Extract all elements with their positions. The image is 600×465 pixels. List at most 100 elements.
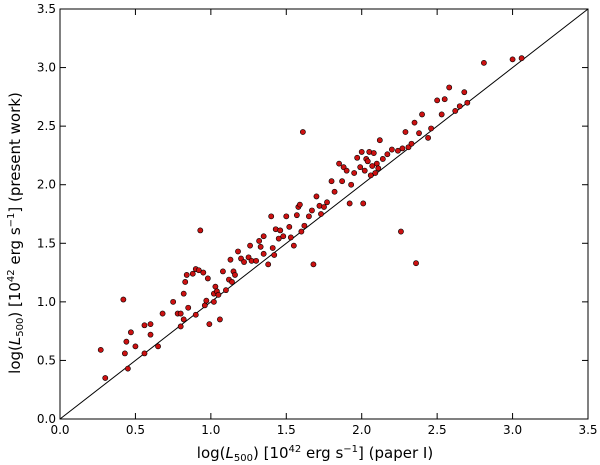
y-tick-label: 3.0: [37, 61, 56, 75]
data-points: [97, 55, 525, 381]
data-point: [147, 331, 154, 338]
y-tick-label: 3.5: [37, 2, 56, 16]
data-point: [195, 267, 202, 274]
identity-line: [59, 8, 589, 420]
data-point: [271, 252, 278, 258]
y-tick-label: 0.0: [37, 412, 56, 426]
data-point: [121, 350, 128, 357]
data-point: [411, 119, 418, 126]
data-point: [456, 103, 463, 110]
data-point: [290, 242, 297, 249]
y-axis-title-sub: 500: [15, 318, 26, 337]
y-axis: 0.0 0.5 1.0 1.5 2.0 2.5 3.0 3.5: [37, 2, 588, 426]
data-point: [253, 257, 260, 264]
x-tick-label: 3.5: [578, 423, 597, 437]
data-point: [235, 248, 241, 255]
y-axis-title-end: ] (present work): [6, 92, 24, 212]
data-point: [241, 259, 247, 265]
data-point: [348, 181, 355, 188]
y-axis-title-unit: erg s: [6, 227, 24, 269]
data-point: [376, 137, 383, 144]
data-point: [141, 350, 148, 357]
data-point: [306, 213, 312, 220]
data-point: [256, 238, 263, 244]
data-point: [180, 316, 187, 323]
data-point: [197, 227, 204, 234]
data-point: [388, 146, 395, 153]
x-tick-label: 1.5: [277, 423, 296, 437]
data-point: [200, 269, 207, 276]
data-point: [268, 213, 275, 220]
x-axis-title-exp: 42: [289, 444, 302, 455]
data-point: [275, 235, 282, 242]
data-point: [336, 160, 342, 167]
data-point: [346, 200, 353, 207]
data-point: [217, 316, 223, 323]
data-point: [215, 291, 222, 298]
data-point: [438, 111, 445, 118]
data-point: [358, 149, 365, 155]
data-point: [229, 279, 235, 285]
data-point: [367, 172, 374, 179]
data-point: [232, 272, 238, 278]
data-point: [293, 212, 300, 219]
y-axis-title-exp: 42: [6, 269, 17, 282]
data-point: [182, 279, 189, 285]
data-point: [416, 130, 422, 137]
x-tick-label: 3.0: [503, 423, 522, 437]
data-point: [425, 134, 431, 141]
data-point: [280, 233, 287, 240]
data-point: [192, 311, 199, 318]
x-axis-title-unit: erg s: [301, 444, 343, 462]
data-point: [375, 165, 382, 172]
data-point: [265, 261, 272, 268]
data-point: [395, 147, 401, 154]
data-point: [277, 227, 284, 234]
data-point: [408, 140, 415, 147]
data-point: [170, 298, 177, 305]
y-axis-title-log: log(: [6, 345, 24, 374]
data-point: [343, 167, 350, 174]
data-point: [220, 268, 226, 275]
data-point: [318, 211, 324, 217]
y-axis-title-exp2: −1: [6, 213, 17, 228]
data-point: [185, 304, 192, 311]
data-point: [287, 234, 294, 241]
data-point: [203, 297, 210, 304]
data-point: [370, 150, 377, 156]
x-axis-title-log: log(: [197, 444, 226, 462]
x-axis-title: log(L500) [1042 erg s−1] (paper I): [197, 444, 433, 464]
data-point: [419, 111, 425, 118]
data-point: [159, 310, 166, 317]
data-point: [206, 321, 213, 328]
data-point: [128, 329, 134, 336]
data-point: [269, 245, 276, 251]
data-point: [210, 298, 217, 305]
data-point: [413, 260, 419, 267]
data-point: [227, 256, 234, 263]
data-point: [434, 97, 441, 104]
data-point: [247, 242, 253, 249]
data-point: [464, 99, 471, 106]
data-point: [177, 310, 184, 317]
x-tick-label: 0.0: [50, 423, 69, 437]
data-point: [183, 272, 190, 278]
y-tick-label: 0.5: [37, 353, 56, 367]
data-point: [321, 204, 327, 210]
data-point: [177, 323, 184, 330]
data-point: [354, 154, 361, 161]
data-point: [283, 213, 290, 220]
data-point: [301, 222, 308, 229]
data-point: [257, 243, 264, 250]
data-point: [309, 207, 315, 214]
data-point: [132, 343, 139, 350]
data-point: [351, 170, 358, 176]
data-point: [180, 290, 187, 297]
data-point: [441, 96, 448, 103]
x-axis-title-mid: ) [10: [253, 444, 289, 462]
data-point: [120, 296, 127, 303]
data-point: [324, 199, 330, 206]
data-point: [461, 89, 468, 96]
data-point: [399, 145, 406, 152]
data-point: [384, 151, 391, 158]
